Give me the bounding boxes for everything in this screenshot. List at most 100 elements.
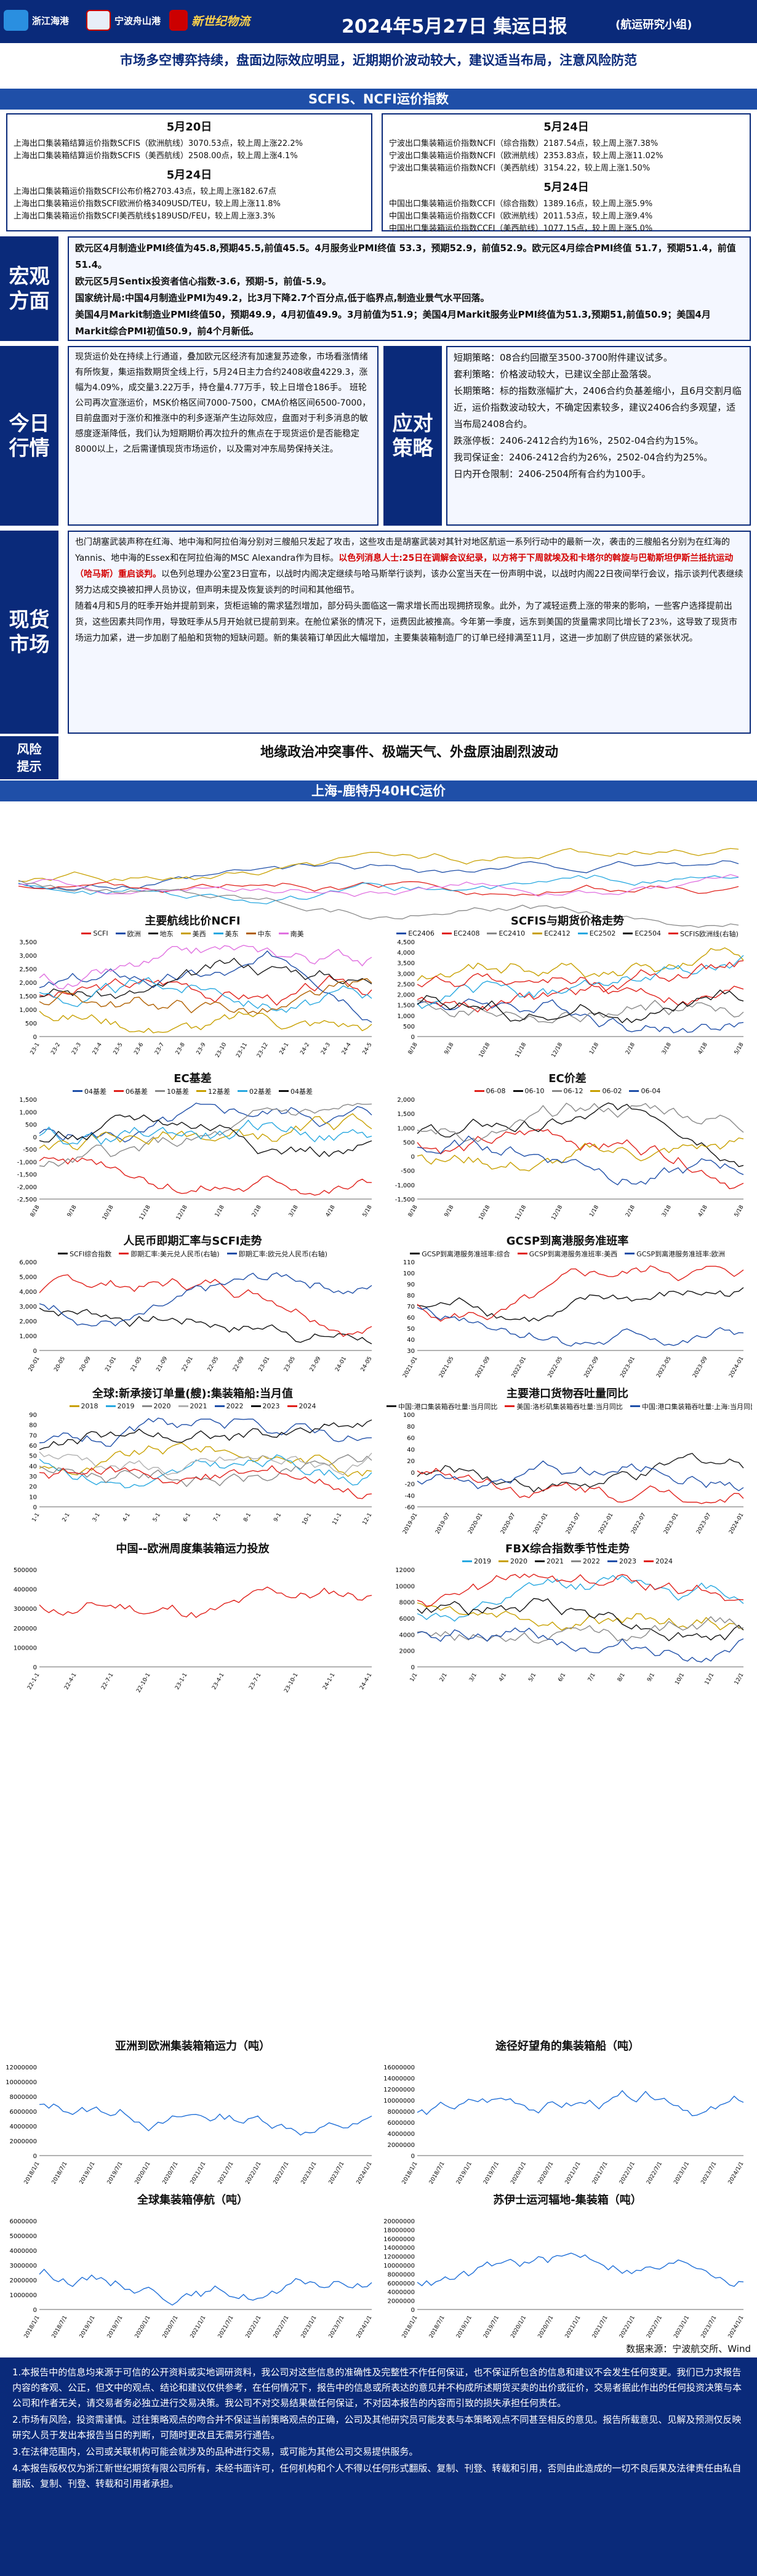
index-panel-left: 5月20日 上海出口集装箱结算运价指数SCFIS（欧洲航线）3070.53点，较…	[6, 113, 372, 231]
series-line	[417, 1453, 744, 1493]
x-tick-label: 23-1	[30, 1042, 41, 1056]
legend-swatch-icon	[513, 1090, 523, 1092]
chart-panel: SCFIS与期货价格走势 EC2406 EC2408 EC2410 EC2412 EC25…	[383, 912, 752, 1066]
y-tick-label: 40	[407, 1337, 415, 1344]
y-tick-label: 4000000	[9, 2124, 37, 2130]
route-series-line	[18, 881, 739, 896]
x-tick-label: 2019/1/1	[79, 2161, 97, 2185]
chart-legend: GCSP到离港服务准班率:综合 GCSP到离港服务准班率:美西 GCSP到离港服务准…	[383, 1248, 752, 1259]
y-tick-label: 1,000	[19, 1109, 37, 1116]
series-line	[39, 1418, 372, 1447]
y-tick-label: -1,500	[395, 1197, 415, 1203]
legend-label: EC2502	[589, 929, 616, 937]
index-panel-right: 5月24日 宁波出口集装箱运价指数NCFI（综合指数）2187.54点，较上周上…	[382, 113, 751, 233]
y-tick-label: 1,500	[19, 1097, 37, 1104]
legend-item: EC2504	[623, 929, 661, 937]
x-tick-label: 23-6	[133, 1041, 145, 1056]
y-tick-label: 3,000	[397, 971, 415, 977]
legend-item: 2019	[105, 1402, 135, 1410]
y-tick-label: 500	[25, 1021, 37, 1027]
y-tick-label: 500	[403, 1139, 415, 1146]
y-tick-label: 4,000	[19, 1289, 37, 1296]
series-line	[39, 975, 372, 1006]
series-line	[417, 1265, 744, 1322]
x-tick-label: 4/18	[697, 1041, 709, 1056]
chart-title: 人民币即期汇率与SCFI走势	[123, 1235, 262, 1248]
x-tick-label: 2023/1/1	[673, 2161, 691, 2185]
macro-paragraph: 欧元区5月Sentix投资者信心指数-3.6，预期-5，前值-5.9。	[75, 276, 332, 287]
y-tick-label: 2000000	[387, 2142, 415, 2149]
legend-label: 地东	[159, 929, 174, 938]
y-tick-label: 6000000	[9, 2218, 37, 2225]
route-series-line	[18, 848, 739, 883]
index-line: 中国出口集装箱运价指数CCFI（欧洲航线）2011.53点，较上周上涨9.4%	[389, 212, 653, 221]
x-tick-label: 12-1	[362, 1512, 374, 1527]
x-tick-label: 2020/1/1	[510, 2161, 527, 2185]
x-tick-label: 2022/7/1	[273, 2161, 290, 2185]
legend-swatch-icon	[214, 1405, 225, 1407]
legend-label: 即期汇率:欧元兑人民币(右轴)	[238, 1250, 327, 1258]
index-line: 宁波出口集装箱运价指数NCFI（欧洲航线）2353.83点，较上周上涨11.02…	[389, 151, 663, 161]
legend-item: 即期汇率:美元兑人民币(右轴)	[119, 1249, 220, 1259]
y-tick-label: 0	[33, 1664, 37, 1671]
x-tick-label: 8/18	[407, 1204, 419, 1218]
x-tick-label: 2018/1/1	[401, 2315, 419, 2338]
x-tick-label: 2018/7/1	[428, 2315, 446, 2338]
legend-swatch-icon	[213, 933, 223, 934]
legend-item: 2019	[462, 1557, 491, 1565]
x-tick-label: 23-7	[154, 1042, 166, 1056]
y-tick-label: 1,000	[397, 1125, 415, 1132]
chart-legend: SCFI 欧洲 地东 美西 美东 中东 南美	[5, 928, 380, 939]
chart-title: EC基差	[174, 1072, 212, 1085]
strategy-line: 短期策略：08合约回撤至3500-3700附件建议试多。	[454, 352, 673, 363]
legend-label: EC2406	[408, 929, 435, 937]
legend-item: 06基差	[114, 1086, 148, 1096]
x-tick-label: 2023-05	[655, 1356, 672, 1379]
x-tick-label: 2022/7/1	[273, 2315, 290, 2338]
macro-paragraph: 美国4月Markit制造业PMI终值50，预期49.9，4月初值49.9。3月前…	[75, 309, 711, 337]
chart-panel: FBX综合指数季节性走势 2019 2020 2021 2022 2023 2024 1200…	[383, 1540, 752, 1696]
spot-text: 也门胡塞武装声称在红海、地中海和阿拉伯海分别对三艘船只发起了攻击，这些攻击是胡塞…	[75, 537, 730, 563]
y-tick-label: 0	[411, 2153, 415, 2160]
series-line	[39, 1272, 372, 1326]
x-tick-label: 2024-01	[728, 1512, 745, 1536]
y-tick-label: 20	[29, 1484, 37, 1491]
series-line	[417, 2090, 744, 2116]
port-logo-mark-icon	[4, 10, 28, 31]
legend-swatch-icon	[105, 1405, 116, 1407]
legend-swatch-icon	[115, 933, 126, 934]
chart-svg: 12000000 10000000 8000000 6000000 4000000 200…	[6, 2064, 374, 2185]
y-tick-label: -2,500	[17, 1197, 37, 1203]
legend-swatch-icon	[278, 933, 289, 934]
x-tick-label: 2021/1/1	[190, 2315, 207, 2338]
y-tick-label: 8000000	[387, 2109, 415, 2116]
y-tick-label: 2,000	[397, 992, 415, 999]
legend-label: 2020	[153, 1402, 171, 1410]
y-tick-label: 10000000	[383, 2098, 415, 2105]
y-tick-label: 80	[29, 1422, 37, 1429]
disclaimer-item: 4.本报告版权仅为浙江新世纪期货有限公司所有，未经书面许可，任何机构和个人不得以…	[12, 2463, 742, 2489]
x-tick-label: 24-2	[299, 1042, 311, 1056]
x-tick-label: 2018/1/1	[23, 2315, 41, 2338]
y-tick-label: 2000000	[387, 2298, 415, 2305]
y-tick-label: 30	[407, 1348, 415, 1355]
x-tick-label: 7-1	[212, 1512, 222, 1523]
x-tick-label: 10-1	[302, 1512, 313, 1527]
report-header: 浙江海港 宁波舟山港 新世纪物流 2024年5月27日 集运日报 (航运研究小组…	[0, 0, 757, 43]
x-tick-label: 22-4-1	[63, 1672, 78, 1691]
x-tick-label: 2022/7/1	[646, 2161, 663, 2185]
chart-svg: 90 80 70 60 50 40 30 20 10 01-1 2-1 3-1 4-1 5-1 6-1 7-1…	[29, 1412, 374, 1527]
y-tick-label: 60	[407, 1435, 415, 1442]
x-tick-label: 11/18	[138, 1204, 152, 1221]
legend-label: 2024	[655, 1557, 673, 1565]
x-tick-label: 4/1	[498, 1672, 508, 1683]
y-tick-label: 1,500	[397, 1003, 415, 1009]
x-tick-label: 9-1	[273, 1512, 282, 1523]
legend-swatch-icon	[630, 1405, 640, 1407]
series-line	[417, 2252, 744, 2287]
x-tick-label: 23-7-1	[248, 1672, 262, 1691]
series-line	[417, 1135, 744, 1186]
x-tick-label: 23-05	[283, 1356, 297, 1373]
legend-item: 06-10	[513, 1087, 545, 1095]
